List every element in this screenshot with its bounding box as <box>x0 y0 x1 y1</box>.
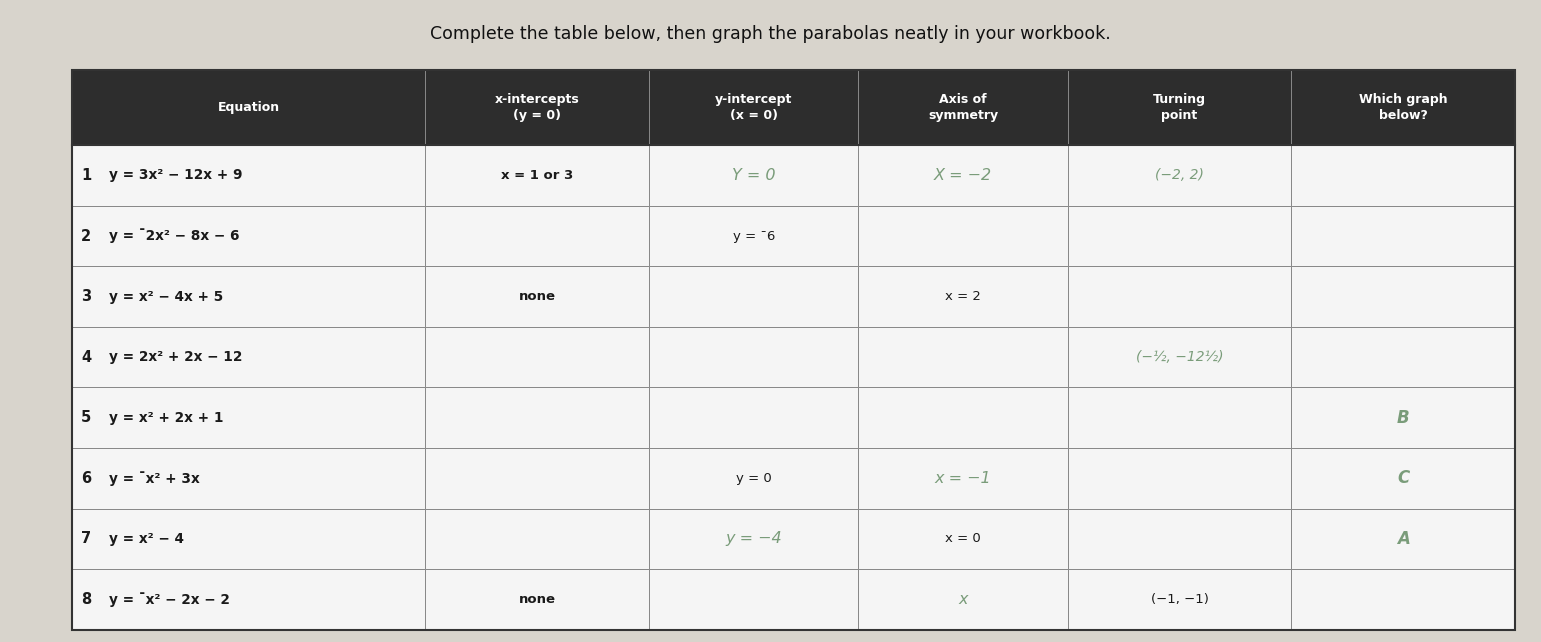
Bar <box>1291 569 1515 630</box>
Text: y = x² − 4x + 5: y = x² − 4x + 5 <box>109 290 223 304</box>
Bar <box>649 206 858 266</box>
Text: y = ¯x² + 3x: y = ¯x² + 3x <box>109 471 199 485</box>
Bar <box>858 206 1068 266</box>
Bar <box>72 387 425 448</box>
Bar <box>425 266 649 327</box>
Bar <box>1068 387 1291 448</box>
Bar <box>425 69 649 145</box>
Bar <box>72 266 425 327</box>
Bar <box>1068 206 1291 266</box>
Bar <box>1068 327 1291 387</box>
Text: x = 0: x = 0 <box>945 532 982 545</box>
Text: Complete the table below, then graph the parabolas neatly in your workbook.: Complete the table below, then graph the… <box>430 25 1111 43</box>
Bar <box>1068 266 1291 327</box>
Bar <box>1291 266 1515 327</box>
Bar <box>1291 69 1515 145</box>
Bar <box>425 387 649 448</box>
Text: y-intercept
(x = 0): y-intercept (x = 0) <box>715 93 792 122</box>
Text: Axis of
symmetry: Axis of symmetry <box>928 93 999 122</box>
Text: none: none <box>519 290 556 303</box>
Text: C: C <box>1398 469 1410 487</box>
Text: 8: 8 <box>82 592 91 607</box>
Text: 4: 4 <box>82 350 91 365</box>
Bar <box>1068 508 1291 569</box>
Bar <box>858 69 1068 145</box>
Bar <box>72 327 425 387</box>
Bar <box>858 448 1068 508</box>
Text: x = −1: x = −1 <box>935 471 991 486</box>
Bar <box>649 327 858 387</box>
Text: x = 1 or 3: x = 1 or 3 <box>501 169 573 182</box>
Text: Which graph
below?: Which graph below? <box>1359 93 1447 122</box>
Text: y = ¯2x² − 8x − 6: y = ¯2x² − 8x − 6 <box>109 229 239 243</box>
Bar <box>425 508 649 569</box>
Text: 3: 3 <box>82 289 91 304</box>
Bar <box>72 206 425 266</box>
Bar <box>72 448 425 508</box>
Text: y = x² − 4: y = x² − 4 <box>109 532 183 546</box>
Text: Equation: Equation <box>217 101 280 114</box>
Text: y = −4: y = −4 <box>726 532 783 546</box>
Text: none: none <box>519 593 556 606</box>
Text: 2: 2 <box>82 229 91 243</box>
Bar <box>649 69 858 145</box>
Bar <box>858 266 1068 327</box>
Text: (−1, −1): (−1, −1) <box>1151 593 1208 606</box>
Bar <box>858 569 1068 630</box>
Text: (−½, −12½): (−½, −12½) <box>1136 350 1224 364</box>
Bar <box>1068 569 1291 630</box>
Bar <box>425 145 649 206</box>
Bar <box>72 69 425 145</box>
Text: y = ¯x² − 2x − 2: y = ¯x² − 2x − 2 <box>109 592 230 607</box>
Text: B: B <box>1398 409 1410 427</box>
Bar <box>1068 448 1291 508</box>
Bar <box>1291 448 1515 508</box>
Bar <box>425 448 649 508</box>
Bar <box>649 266 858 327</box>
Bar <box>649 145 858 206</box>
Bar <box>425 206 649 266</box>
Text: Turning
point: Turning point <box>1153 93 1207 122</box>
Bar <box>1291 145 1515 206</box>
Text: 1: 1 <box>82 168 91 183</box>
Text: Y = 0: Y = 0 <box>732 168 775 183</box>
Bar <box>1068 145 1291 206</box>
Bar <box>425 569 649 630</box>
Bar <box>649 569 858 630</box>
Text: A: A <box>1396 530 1410 548</box>
Bar <box>858 327 1068 387</box>
Bar <box>72 69 1515 630</box>
Bar <box>858 387 1068 448</box>
Text: 5: 5 <box>82 410 91 425</box>
Text: (−2, 2): (−2, 2) <box>1156 168 1204 182</box>
Text: X = −2: X = −2 <box>934 168 992 183</box>
Text: x = 2: x = 2 <box>945 290 982 303</box>
Text: 7: 7 <box>82 532 91 546</box>
Text: x-intercepts
(y = 0): x-intercepts (y = 0) <box>495 93 579 122</box>
Bar <box>72 69 1515 630</box>
Bar <box>1291 327 1515 387</box>
Text: y = x² + 2x + 1: y = x² + 2x + 1 <box>109 411 223 425</box>
Text: 6: 6 <box>82 471 91 486</box>
Text: y = 2x² + 2x − 12: y = 2x² + 2x − 12 <box>109 350 242 364</box>
Bar <box>72 145 425 206</box>
Bar <box>1291 387 1515 448</box>
Text: y = 0: y = 0 <box>737 472 772 485</box>
Bar <box>1291 508 1515 569</box>
Text: y = ¯6: y = ¯6 <box>732 230 775 243</box>
Bar <box>72 569 425 630</box>
Bar <box>649 387 858 448</box>
Bar <box>649 448 858 508</box>
Bar <box>649 508 858 569</box>
Bar <box>72 508 425 569</box>
Bar <box>1291 206 1515 266</box>
Bar <box>425 327 649 387</box>
Text: y = 3x² − 12x + 9: y = 3x² − 12x + 9 <box>109 168 242 182</box>
Bar <box>858 508 1068 569</box>
Bar <box>1068 69 1291 145</box>
Bar <box>858 145 1068 206</box>
Text: x: x <box>959 592 968 607</box>
